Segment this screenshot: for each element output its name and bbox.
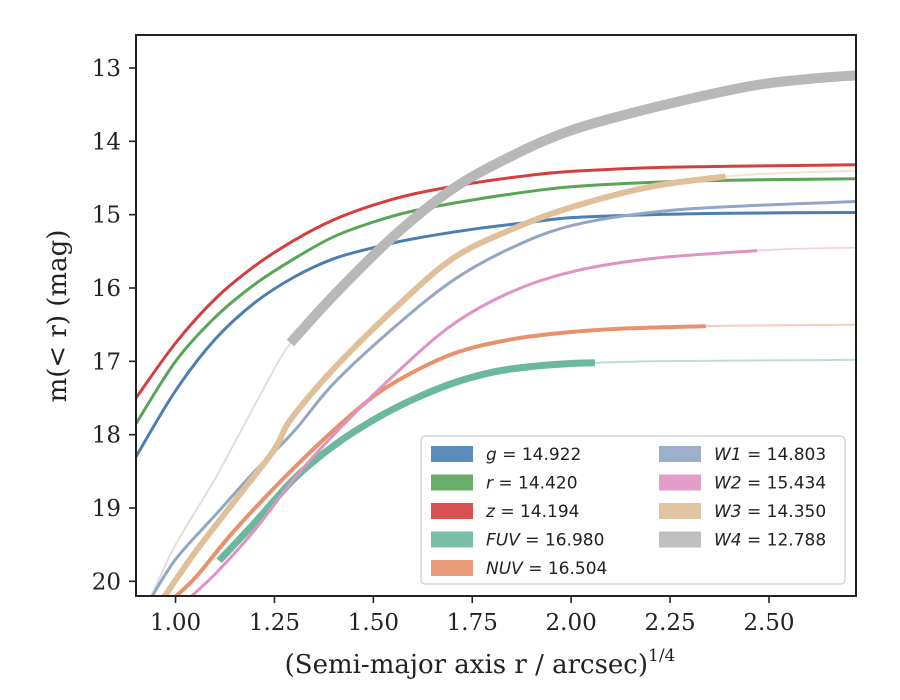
series-w4-line <box>286 70 856 347</box>
series-g-line <box>136 211 856 458</box>
curves-layer <box>136 70 856 596</box>
series-fuv-line <box>216 359 595 564</box>
y-tick-label: 13 <box>92 56 121 82</box>
y-tick-label: 17 <box>92 349 121 375</box>
y-axis: 13 14 15 16 17 18 19 20 <box>92 56 136 595</box>
legend-label-w3: W3 = 14.350 <box>714 502 826 522</box>
legend-swatch-w4 <box>659 531 701 548</box>
series-w2-line <box>189 249 758 596</box>
x-tick-label: 2.00 <box>546 610 597 636</box>
y-tick-label: 18 <box>92 423 121 449</box>
y-tick-label: 15 <box>92 203 121 229</box>
y-tick-label: 14 <box>92 129 121 155</box>
series-nuv-line <box>173 324 706 596</box>
legend-label-fuv: FUV = 16.980 <box>486 531 604 551</box>
x-tick-label: 1.25 <box>249 610 300 636</box>
series-w1-line <box>150 200 856 596</box>
y-axis-label: m(< r) (mag) <box>43 230 73 403</box>
legend-swatch-r <box>431 474 473 491</box>
y-tick-label: 19 <box>92 496 121 522</box>
series-z-extrapolation <box>136 164 856 399</box>
legend-swatch-w1 <box>659 446 701 462</box>
x-tick-label: 1.75 <box>447 610 498 636</box>
legend-label-z: z = 14.194 <box>485 502 579 522</box>
legend-swatch-fuv <box>431 531 473 548</box>
x-axis-label-exponent: 1/4 <box>648 646 675 666</box>
series-w3-line <box>161 173 726 596</box>
legend-label-r: r = 14.420 <box>486 474 578 494</box>
legend-label-g: g = 14.922 <box>486 445 581 465</box>
legend-swatch-z <box>431 503 473 519</box>
legend-label-w2: W2 = 15.434 <box>714 474 826 494</box>
series-r-extrapolation <box>136 177 856 425</box>
legend-label-w1: W1 = 14.803 <box>714 445 826 465</box>
legend-label-w4: W4 = 12.788 <box>714 531 826 551</box>
legend-swatch-nuv <box>431 560 473 576</box>
legend: g = 14.922 r = 14.420 z = 14.194 FUV = 16.9… <box>420 435 846 585</box>
legend-swatch-w3 <box>659 503 701 519</box>
x-axis: 1.00 1.25 1.50 1.75 2.00 2.25 2.50 <box>150 596 795 636</box>
y-tick-label: 16 <box>92 276 121 302</box>
series-r-line <box>136 177 856 425</box>
x-axis-label: (Semi-major axis r / arcsec)1/4 <box>285 646 676 680</box>
x-tick-label: 2.25 <box>644 610 695 636</box>
legend-frame <box>420 435 846 585</box>
y-tick-label: 20 <box>92 569 121 595</box>
series-g-extrapolation <box>136 211 856 458</box>
x-tick-label: 1.50 <box>348 610 399 636</box>
legend-swatch-w2 <box>659 474 701 491</box>
legend-swatch-g <box>431 446 473 462</box>
legend-label-nuv: NUV = 16.504 <box>486 559 607 579</box>
series-z-line <box>136 163 856 399</box>
x-tick-label: 1.00 <box>150 610 201 636</box>
x-tick-label: 2.50 <box>743 610 794 636</box>
plot-frame <box>135 34 857 597</box>
